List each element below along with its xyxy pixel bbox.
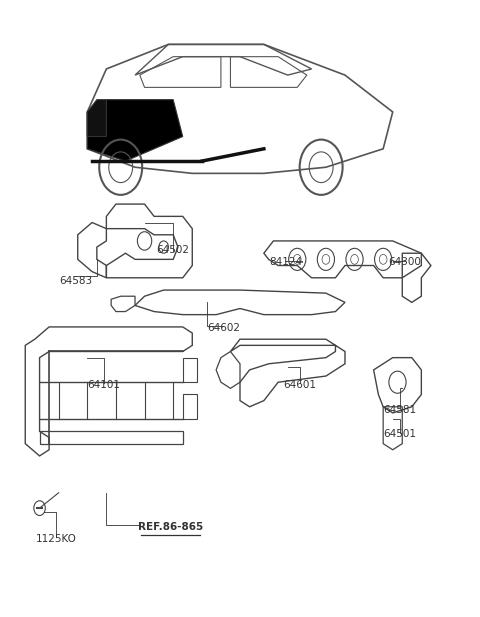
Text: 84124: 84124 [269,257,302,267]
Text: REF.86-865: REF.86-865 [138,521,204,532]
Polygon shape [87,100,107,136]
Text: 64502: 64502 [156,245,190,255]
Text: 1125KO: 1125KO [36,534,77,544]
Text: 64501: 64501 [384,429,416,439]
Text: 64101: 64101 [87,380,120,391]
Text: 64583: 64583 [59,276,92,286]
Text: 64581: 64581 [384,405,417,415]
Text: 64300: 64300 [388,257,421,267]
Text: 64601: 64601 [283,380,316,391]
Text: 64602: 64602 [207,323,240,333]
Polygon shape [87,100,183,161]
